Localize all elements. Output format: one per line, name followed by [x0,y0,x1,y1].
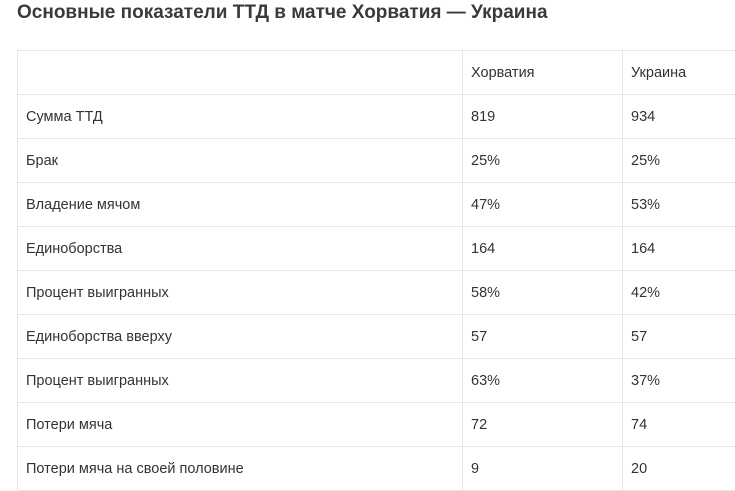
ukraine-value: 74 [623,403,735,447]
ukraine-value: 37% [623,359,735,403]
header-team-croatia: Хорватия [463,51,623,95]
row-label: Потери мяча на своей половине [18,447,463,491]
ukraine-value: 164 [623,227,735,271]
croatia-value: 47% [463,183,623,227]
header-team-ukraine: Украина [623,51,735,95]
table-row: Потери мяча на своей половине 9 20 [18,447,735,491]
ukraine-value: 934 [623,95,735,139]
header-label-cell [18,51,463,95]
table-row: Единоборства вверху 57 57 [18,315,735,359]
table-row: Владение мячом 47% 53% [18,183,735,227]
row-label: Брак [18,139,463,183]
row-label: Процент выигранных [18,271,463,315]
row-label: Процент выигранных [18,359,463,403]
croatia-value: 57 [463,315,623,359]
article-heading: Основные показатели ТТД в матче Хорватия… [17,2,548,24]
row-label: Единоборства вверху [18,315,463,359]
row-label: Владение мячом [18,183,463,227]
table-header-row: Хорватия Украина [18,51,735,95]
table-row: Единоборства 164 164 [18,227,735,271]
ukraine-value: 57 [623,315,735,359]
table-row: Сумма ТТД 819 934 [18,95,735,139]
croatia-value: 63% [463,359,623,403]
row-label: Единоборства [18,227,463,271]
croatia-value: 72 [463,403,623,447]
table-row: Процент выигранных 58% 42% [18,271,735,315]
croatia-value: 164 [463,227,623,271]
ukraine-value: 42% [623,271,735,315]
croatia-value: 9 [463,447,623,491]
ukraine-value: 53% [623,183,735,227]
croatia-value: 819 [463,95,623,139]
ukraine-value: 20 [623,447,735,491]
croatia-value: 25% [463,139,623,183]
table-row: Потери мяча 72 74 [18,403,735,447]
croatia-value: 58% [463,271,623,315]
row-label: Потери мяча [18,403,463,447]
table-row: Процент выигранных 63% 37% [18,359,735,403]
row-label: Сумма ТТД [18,95,463,139]
ukraine-value: 25% [623,139,735,183]
stats-table: Хорватия Украина Сумма ТТД 819 934 Брак … [17,50,735,491]
table-row: Брак 25% 25% [18,139,735,183]
